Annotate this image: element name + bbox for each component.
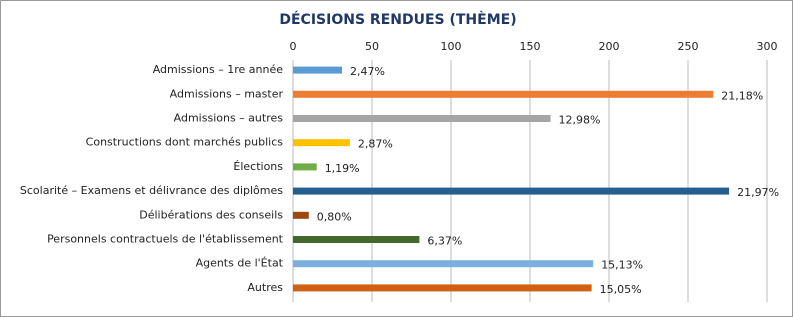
x-tick-label: 50 <box>365 40 379 53</box>
y-tick-label: Délibérations des conseils <box>139 208 283 221</box>
bar <box>293 90 714 98</box>
x-tick-label: 200 <box>599 40 620 53</box>
y-tick-label: Admissions – autres <box>174 112 284 125</box>
x-tick-label: 150 <box>520 40 541 53</box>
bar <box>293 187 730 195</box>
y-tick-label: Admissions – 1re année <box>153 63 284 76</box>
value-label: 15,13% <box>601 259 643 272</box>
bar <box>293 115 551 122</box>
value-label: 6,37% <box>427 235 462 248</box>
y-tick-label: Admissions – master <box>170 87 284 100</box>
value-label: 2,47% <box>350 65 385 78</box>
y-tick-label: Élections <box>233 160 283 173</box>
value-label: 0,80% <box>317 210 352 223</box>
value-label: 21,97% <box>737 186 779 199</box>
value-label: 1,19% <box>325 162 360 175</box>
bar <box>293 211 309 219</box>
bar <box>293 163 317 171</box>
value-label: 2,87% <box>358 138 393 151</box>
bar <box>293 139 350 147</box>
bar <box>293 284 592 292</box>
x-tick-label: 0 <box>290 40 297 53</box>
y-tick-label: Agents de l'État <box>196 257 284 270</box>
bar <box>293 236 420 243</box>
x-tick-label: 100 <box>441 40 462 53</box>
x-tick-label: 300 <box>757 40 778 53</box>
y-tick-label: Autres <box>247 281 283 294</box>
y-tick-label: Personnels contractuels de l'établisseme… <box>47 233 284 246</box>
value-label: 21,18% <box>721 89 763 102</box>
value-label: 15,05% <box>600 283 642 296</box>
x-tick-label: 250 <box>678 40 699 53</box>
y-tick-label: Constructions dont marchés publics <box>86 136 284 149</box>
bar <box>293 260 594 268</box>
y-tick-label: Scolarité – Examens et délivrance des di… <box>20 184 283 197</box>
bar <box>293 66 342 74</box>
chart-title: DÉCISIONS RENDUES (THÈME) <box>279 11 516 28</box>
value-label: 12,98% <box>559 114 601 127</box>
